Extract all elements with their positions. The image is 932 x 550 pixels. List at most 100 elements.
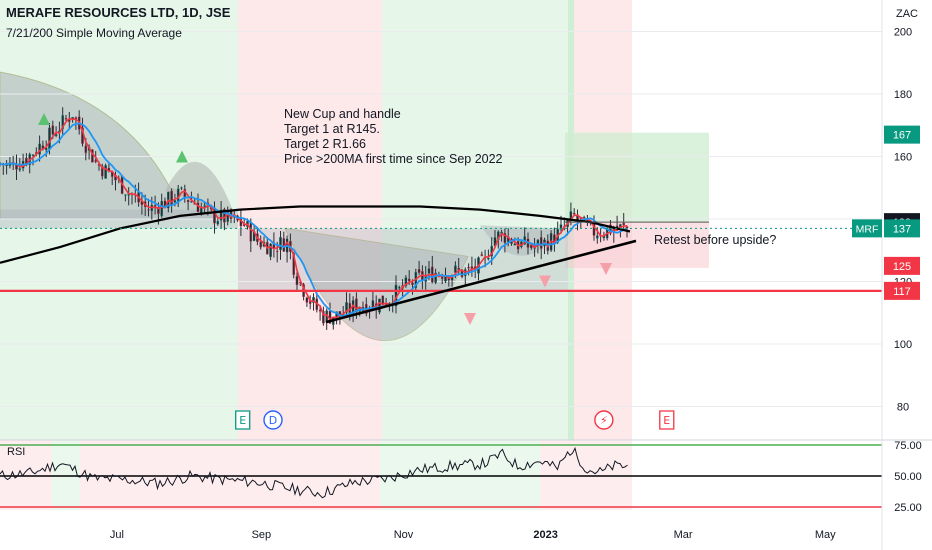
price-badge <box>884 125 920 144</box>
buy-signal-arrow <box>176 150 188 163</box>
candle-body <box>440 276 444 279</box>
candle-body <box>407 278 411 282</box>
time-tick-label: May <box>815 529 836 541</box>
candle-body <box>48 127 51 150</box>
candle-body <box>345 302 348 313</box>
candle-body <box>378 298 381 313</box>
candle-body <box>259 241 262 248</box>
sma-200-line <box>0 205 631 264</box>
candle-body <box>417 269 421 273</box>
price-badge-label: 137 <box>893 223 911 235</box>
candle-body <box>219 209 223 221</box>
event-markers[interactable]: E D ⚡ E <box>235 410 675 430</box>
event-marker[interactable]: D <box>263 410 283 430</box>
time-tick-label: Mar <box>674 529 693 541</box>
indicator-legend[interactable]: 7/21/200 Simple Moving Average <box>6 26 182 40</box>
grid <box>0 31 882 407</box>
symbol-title[interactable]: MERAFE RESOURCES LTD, 1D, JSE <box>6 5 231 20</box>
candle-body <box>104 165 107 179</box>
rsi-line <box>0 446 628 499</box>
candle-body <box>157 207 160 214</box>
rsi-tick-label: 75.00 <box>894 440 922 452</box>
candle-body <box>275 250 279 253</box>
note-line: Target 1 at R145. <box>284 122 380 136</box>
rsi-band <box>0 440 52 510</box>
ticker-label: MRF <box>856 223 879 235</box>
price-badges: 167139MRF137125117 <box>852 125 920 300</box>
retest-note[interactable]: Retest before upside? <box>654 233 777 247</box>
candle-body <box>404 277 408 287</box>
rsi-band <box>380 440 482 510</box>
cup-shape <box>165 161 235 216</box>
candle-body <box>18 168 22 170</box>
rsi-band <box>482 440 540 510</box>
rsi-band <box>80 440 122 510</box>
buy-signal-arrow <box>38 113 50 125</box>
candle-body <box>279 237 282 251</box>
event-marker[interactable]: E <box>659 410 675 430</box>
candle-body <box>51 125 55 135</box>
price-tick-label: 100 <box>894 339 912 351</box>
candle-body <box>572 212 576 215</box>
rsi-pane <box>0 439 932 508</box>
candle-body <box>124 194 127 196</box>
candle-body <box>170 190 173 205</box>
trend-band <box>238 0 382 440</box>
candle-body <box>322 311 325 324</box>
candle-body <box>94 160 97 162</box>
sell-signal-arrow <box>464 313 476 325</box>
candle-body <box>180 187 183 189</box>
candle-body <box>147 209 150 211</box>
candle-body <box>249 222 253 242</box>
trend-band <box>382 0 568 440</box>
price-badge-label: 117 <box>893 286 911 298</box>
rsi-tick-label: 50.00 <box>894 471 922 483</box>
candle-body <box>411 282 414 285</box>
candle-body <box>513 243 517 246</box>
time-tick-label: 2023 <box>533 529 557 541</box>
drawings <box>0 113 882 325</box>
event-badge <box>594 410 614 430</box>
candle-body <box>61 115 64 129</box>
candle-body <box>503 233 507 243</box>
candle-body <box>625 226 629 229</box>
candle-body <box>305 297 309 303</box>
event-badge <box>659 410 675 430</box>
price-badge-label: 125 <box>893 261 911 273</box>
candle-body <box>467 267 470 269</box>
candle-body <box>355 298 358 313</box>
sell-signal-arrow <box>539 275 551 288</box>
candle-body <box>64 118 68 120</box>
price-tick-label: 180 <box>894 89 912 101</box>
sell-signal-arrow <box>600 263 612 275</box>
candle-body <box>203 205 206 207</box>
cup-handle-note[interactable]: New Cup and handle Target 1 at R145. Tar… <box>284 107 503 167</box>
event-letter: D <box>269 414 277 427</box>
candle-body <box>559 224 563 230</box>
price-badge <box>884 219 920 238</box>
candle-body <box>84 145 88 153</box>
currency-label: ZAC <box>896 8 918 20</box>
candle-body <box>457 267 460 270</box>
rsi-label[interactable]: RSI <box>7 446 26 458</box>
note-line: Price >200MA first time since Sep 2022 <box>284 152 503 166</box>
price-tick-label: 80 <box>897 402 909 414</box>
candle-body <box>609 224 612 234</box>
candle-body <box>216 220 220 225</box>
candle-body <box>54 134 58 137</box>
candle-body <box>480 254 484 256</box>
candle-body <box>269 243 272 257</box>
time-tick-label: Nov <box>394 529 414 541</box>
time-tick-label: Jul <box>110 529 124 541</box>
candle-body <box>38 143 41 155</box>
target-zone <box>565 132 709 223</box>
candle-body <box>622 222 625 226</box>
ticker-badge <box>852 219 882 238</box>
rsi-band <box>238 440 380 510</box>
candle-body <box>173 200 177 203</box>
event-marker[interactable]: ⚡ <box>594 410 614 430</box>
candle-body <box>398 286 401 289</box>
event-marker[interactable]: E <box>235 410 251 430</box>
candle-body <box>186 199 190 203</box>
